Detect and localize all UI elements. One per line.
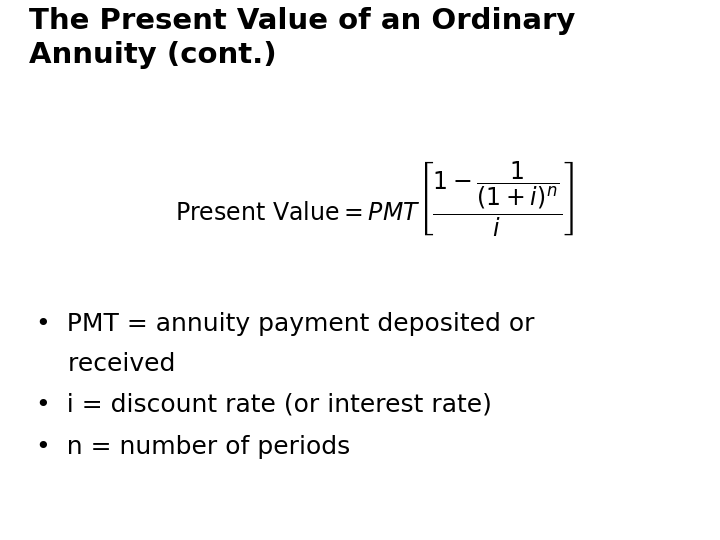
Text: •  PMT = annuity payment deposited or: • PMT = annuity payment deposited or (36, 312, 534, 336)
Text: $\mathrm{Present\ Value} = \mathit{PMT}\left[\dfrac{1 - \dfrac{1}{(1+i)^n}}{i}\r: $\mathrm{Present\ Value} = \mathit{PMT}\… (175, 160, 574, 239)
Text: received: received (36, 352, 176, 376)
Text: •  n = number of periods: • n = number of periods (36, 435, 350, 458)
Text: 6-27: 6-27 (683, 513, 709, 526)
Text: The Present Value of an Ordinary
Annuity (cont.): The Present Value of an Ordinary Annuity… (29, 8, 575, 69)
Text: Copyright ©2014 Pearson Education, Inc. All rights reserved.: Copyright ©2014 Pearson Education, Inc. … (11, 513, 372, 526)
Text: •  i = discount rate (or interest rate): • i = discount rate (or interest rate) (36, 392, 492, 416)
